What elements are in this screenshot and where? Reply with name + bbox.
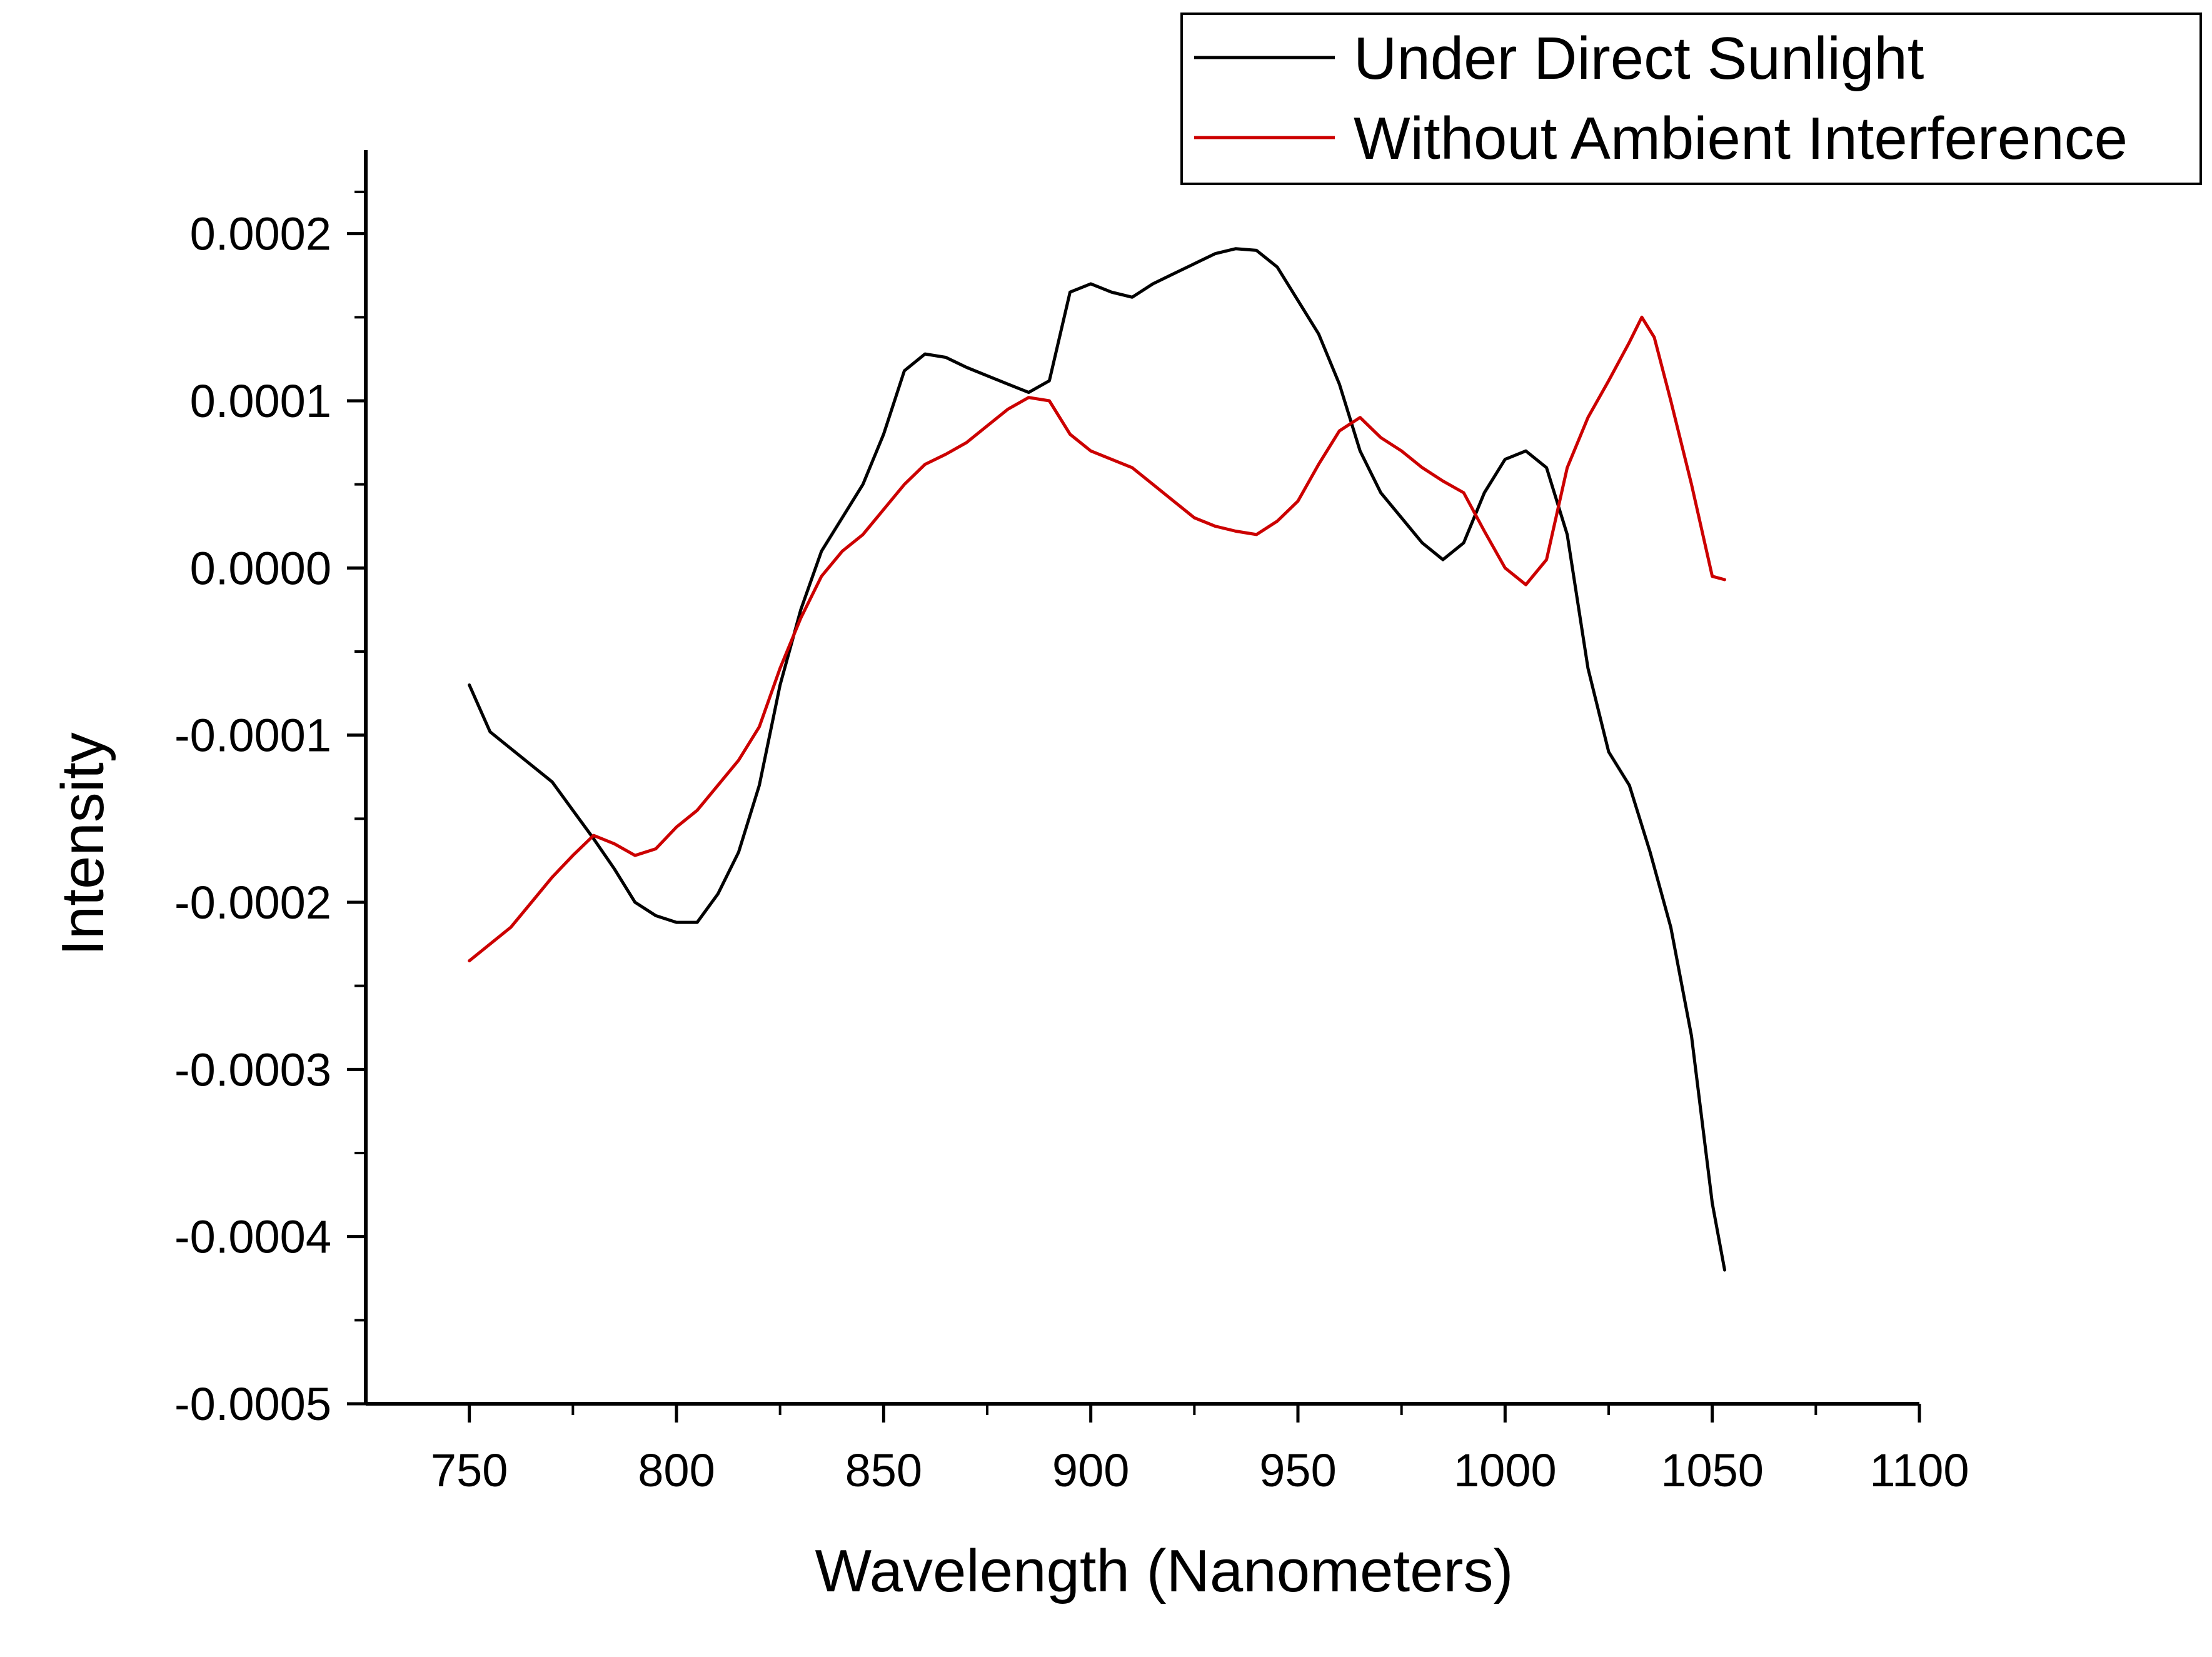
x-tick-label: 950 bbox=[1259, 1444, 1336, 1496]
x-tick-label: 750 bbox=[431, 1444, 508, 1496]
x-tick-label: 1000 bbox=[1454, 1444, 1557, 1496]
x-tick-label: 1100 bbox=[1869, 1444, 1969, 1496]
legend-box bbox=[1180, 13, 2202, 185]
y-tick-label: 0.0001 bbox=[190, 375, 331, 427]
x-tick-label: 900 bbox=[1052, 1444, 1129, 1496]
series-line-without-ambient-interference bbox=[468, 315, 1726, 963]
x-tick-label: 800 bbox=[638, 1444, 715, 1496]
series-line-under-direct-sunlight bbox=[468, 247, 1726, 1272]
x-tick-label: 1050 bbox=[1661, 1444, 1764, 1496]
y-axis-title: Intensity bbox=[49, 732, 116, 956]
y-tick-label: -0.0004 bbox=[174, 1211, 331, 1263]
y-tick-label: -0.0005 bbox=[174, 1378, 331, 1430]
x-axis-title: Wavelength (Nanometers) bbox=[815, 1538, 1514, 1604]
x-tick-label: 850 bbox=[845, 1444, 922, 1496]
y-tick-label: -0.0003 bbox=[174, 1044, 331, 1095]
y-tick-label: 0.0000 bbox=[190, 542, 331, 594]
legend: Under Direct Sunlight Without Ambient In… bbox=[1180, 13, 2202, 185]
legend-label-under-direct-sunlight: Under Direct Sunlight bbox=[1354, 25, 1924, 92]
x-axis-ticks: 750 800 850 900 950 1000 1050 1100 bbox=[431, 1404, 1969, 1496]
y-tick-label: -0.0002 bbox=[174, 877, 331, 929]
legend-label-without-ambient-interference: Without Ambient Interference bbox=[1354, 105, 2128, 172]
y-axis-ticks: -0.0005 -0.0004 -0.0003 -0.0002 -0.0001 0.000… bbox=[174, 190, 366, 1430]
series-layer bbox=[468, 247, 1726, 1272]
y-tick-label: -0.0001 bbox=[174, 710, 331, 762]
axes: 750 800 850 900 950 1000 1050 1100 -0.0005-0.00… bbox=[174, 150, 1969, 1496]
y-tick-label: 0.0002 bbox=[190, 208, 331, 260]
